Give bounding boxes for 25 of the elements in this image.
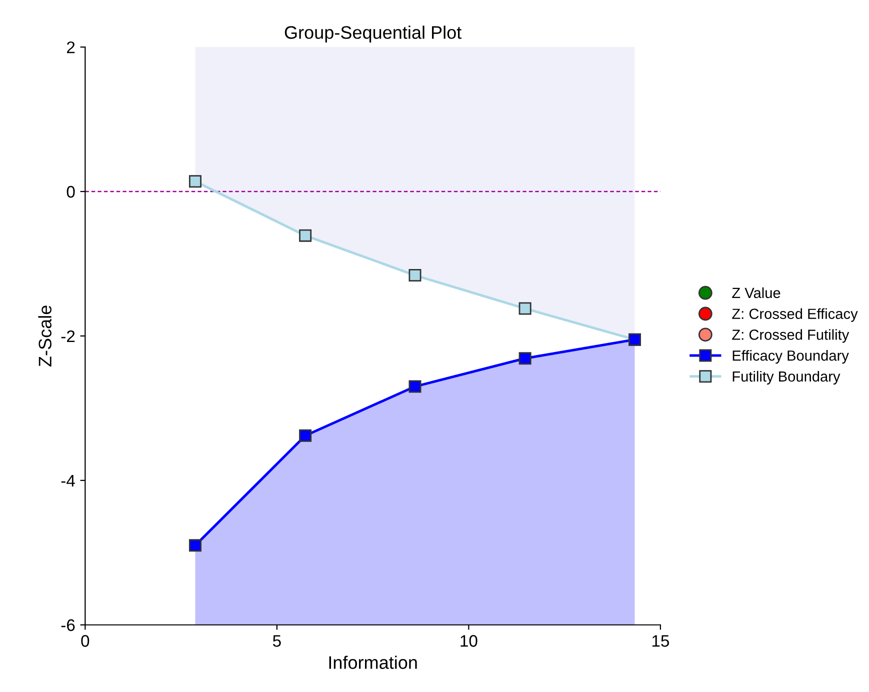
x-tick-label: 10 <box>460 635 478 647</box>
y-tick-label: -2 <box>61 330 75 342</box>
x-tick-label: 5 <box>272 635 281 647</box>
x-tick-label: 0 <box>81 635 90 647</box>
point <box>299 229 312 242</box>
y-axis-title: Z-Scale <box>38 306 52 366</box>
point <box>518 352 532 365</box>
x-tick-label: 15 <box>652 635 670 647</box>
x-axis-title: Information <box>329 656 417 669</box>
point <box>408 380 422 393</box>
y-tick-label: -4 <box>61 474 75 486</box>
point <box>518 302 532 315</box>
legend-label: Efficacy Boundary <box>732 350 849 364</box>
chart-title: Group-Sequential Plot <box>284 26 462 42</box>
point <box>299 429 312 442</box>
point <box>408 269 422 282</box>
legend-label: Z Value <box>732 287 780 298</box>
legend-label: Z: Crossed Futility <box>732 329 850 343</box>
y-tick-label: 2 <box>67 41 75 54</box>
legend-label: Z: Crossed Efficacy <box>732 308 858 322</box>
legend-label: Futility Boundary <box>732 370 840 385</box>
y-tick-label: 0 <box>66 186 75 198</box>
point <box>188 175 202 188</box>
point <box>188 539 202 552</box>
y-tick-label: -6 <box>61 619 75 632</box>
